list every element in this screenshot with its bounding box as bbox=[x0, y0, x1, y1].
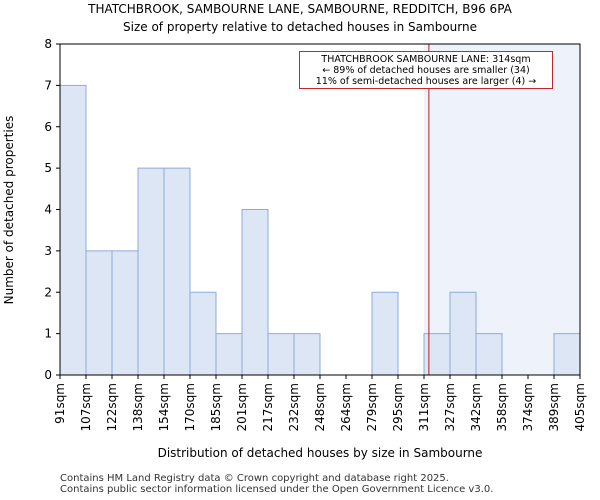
bar-232sqm bbox=[293, 333, 321, 376]
y-tick-label: 3 bbox=[44, 244, 52, 258]
bar-279sqm bbox=[371, 291, 399, 376]
x-tick-label: 185sqm bbox=[209, 383, 223, 431]
footer-line-2: Contains public sector information licen… bbox=[60, 484, 494, 495]
property-annotation: THATCHBROOK SAMBOURNE LANE: 314sqm ← 89%… bbox=[299, 51, 553, 89]
y-tick-label: 5 bbox=[44, 161, 52, 175]
bar-327sqm bbox=[449, 291, 477, 376]
bar-311sqm bbox=[423, 333, 451, 376]
bar-389sqm bbox=[553, 333, 581, 376]
y-tick-label: 8 bbox=[44, 37, 52, 51]
x-tick-label: 327sqm bbox=[443, 383, 457, 431]
bar-185sqm bbox=[215, 333, 243, 376]
bar-154sqm bbox=[163, 167, 191, 376]
x-tick-label: 389sqm bbox=[547, 383, 561, 431]
x-tick-label: 358sqm bbox=[495, 383, 509, 431]
bar-91sqm bbox=[59, 84, 87, 376]
x-tick-label: 232sqm bbox=[287, 383, 301, 431]
x-tick-label: 201sqm bbox=[235, 383, 249, 431]
y-axis-label: Number of detached properties bbox=[2, 116, 16, 305]
bar-201sqm bbox=[241, 209, 269, 376]
x-tick-label: 107sqm bbox=[79, 383, 93, 431]
x-tick-label: 405sqm bbox=[573, 383, 587, 431]
x-tick-label: 374sqm bbox=[521, 383, 535, 431]
annotation-line-1: THATCHBROOK SAMBOURNE LANE: 314sqm bbox=[321, 54, 531, 65]
bar-138sqm bbox=[137, 167, 165, 376]
x-tick-label: 264sqm bbox=[339, 383, 353, 431]
bar-107sqm bbox=[85, 250, 113, 376]
y-tick-label: 2 bbox=[44, 285, 52, 299]
y-tick-label: 6 bbox=[44, 120, 52, 134]
y-tick-label: 1 bbox=[44, 327, 52, 341]
bar-122sqm bbox=[111, 250, 139, 376]
x-tick-label: 154sqm bbox=[157, 383, 171, 431]
footer-line-1: Contains HM Land Registry data © Crown c… bbox=[60, 473, 449, 484]
highlight-region bbox=[424, 44, 580, 375]
bar-217sqm bbox=[267, 333, 295, 376]
x-tick-label: 295sqm bbox=[391, 383, 405, 431]
x-tick-label: 122sqm bbox=[105, 383, 119, 431]
x-tick-label: 91sqm bbox=[53, 383, 67, 424]
bar-342sqm bbox=[475, 333, 503, 376]
x-tick-label: 311sqm bbox=[417, 383, 431, 431]
x-tick-label: 279sqm bbox=[365, 383, 379, 431]
x-tick-label: 342sqm bbox=[469, 383, 483, 431]
annotation-line-3: 11% of semi-detached houses are larger (… bbox=[315, 76, 537, 87]
y-tick-label: 4 bbox=[44, 203, 52, 217]
y-tick-label: 7 bbox=[44, 78, 52, 92]
x-tick-label: 138sqm bbox=[131, 383, 145, 431]
x-axis-label: Distribution of detached houses by size … bbox=[158, 446, 483, 460]
annotation-line-2: ← 89% of detached houses are smaller (34… bbox=[322, 65, 530, 76]
x-tick-label: 217sqm bbox=[261, 383, 275, 431]
y-tick-label: 0 bbox=[44, 368, 52, 382]
x-tick-label: 248sqm bbox=[313, 383, 327, 431]
bar-170sqm bbox=[189, 291, 217, 376]
chart-title: THATCHBROOK, SAMBOURNE LANE, SAMBOURNE, … bbox=[88, 2, 512, 16]
x-tick-label: 170sqm bbox=[183, 383, 197, 431]
chart-subtitle: Size of property relative to detached ho… bbox=[123, 20, 477, 34]
